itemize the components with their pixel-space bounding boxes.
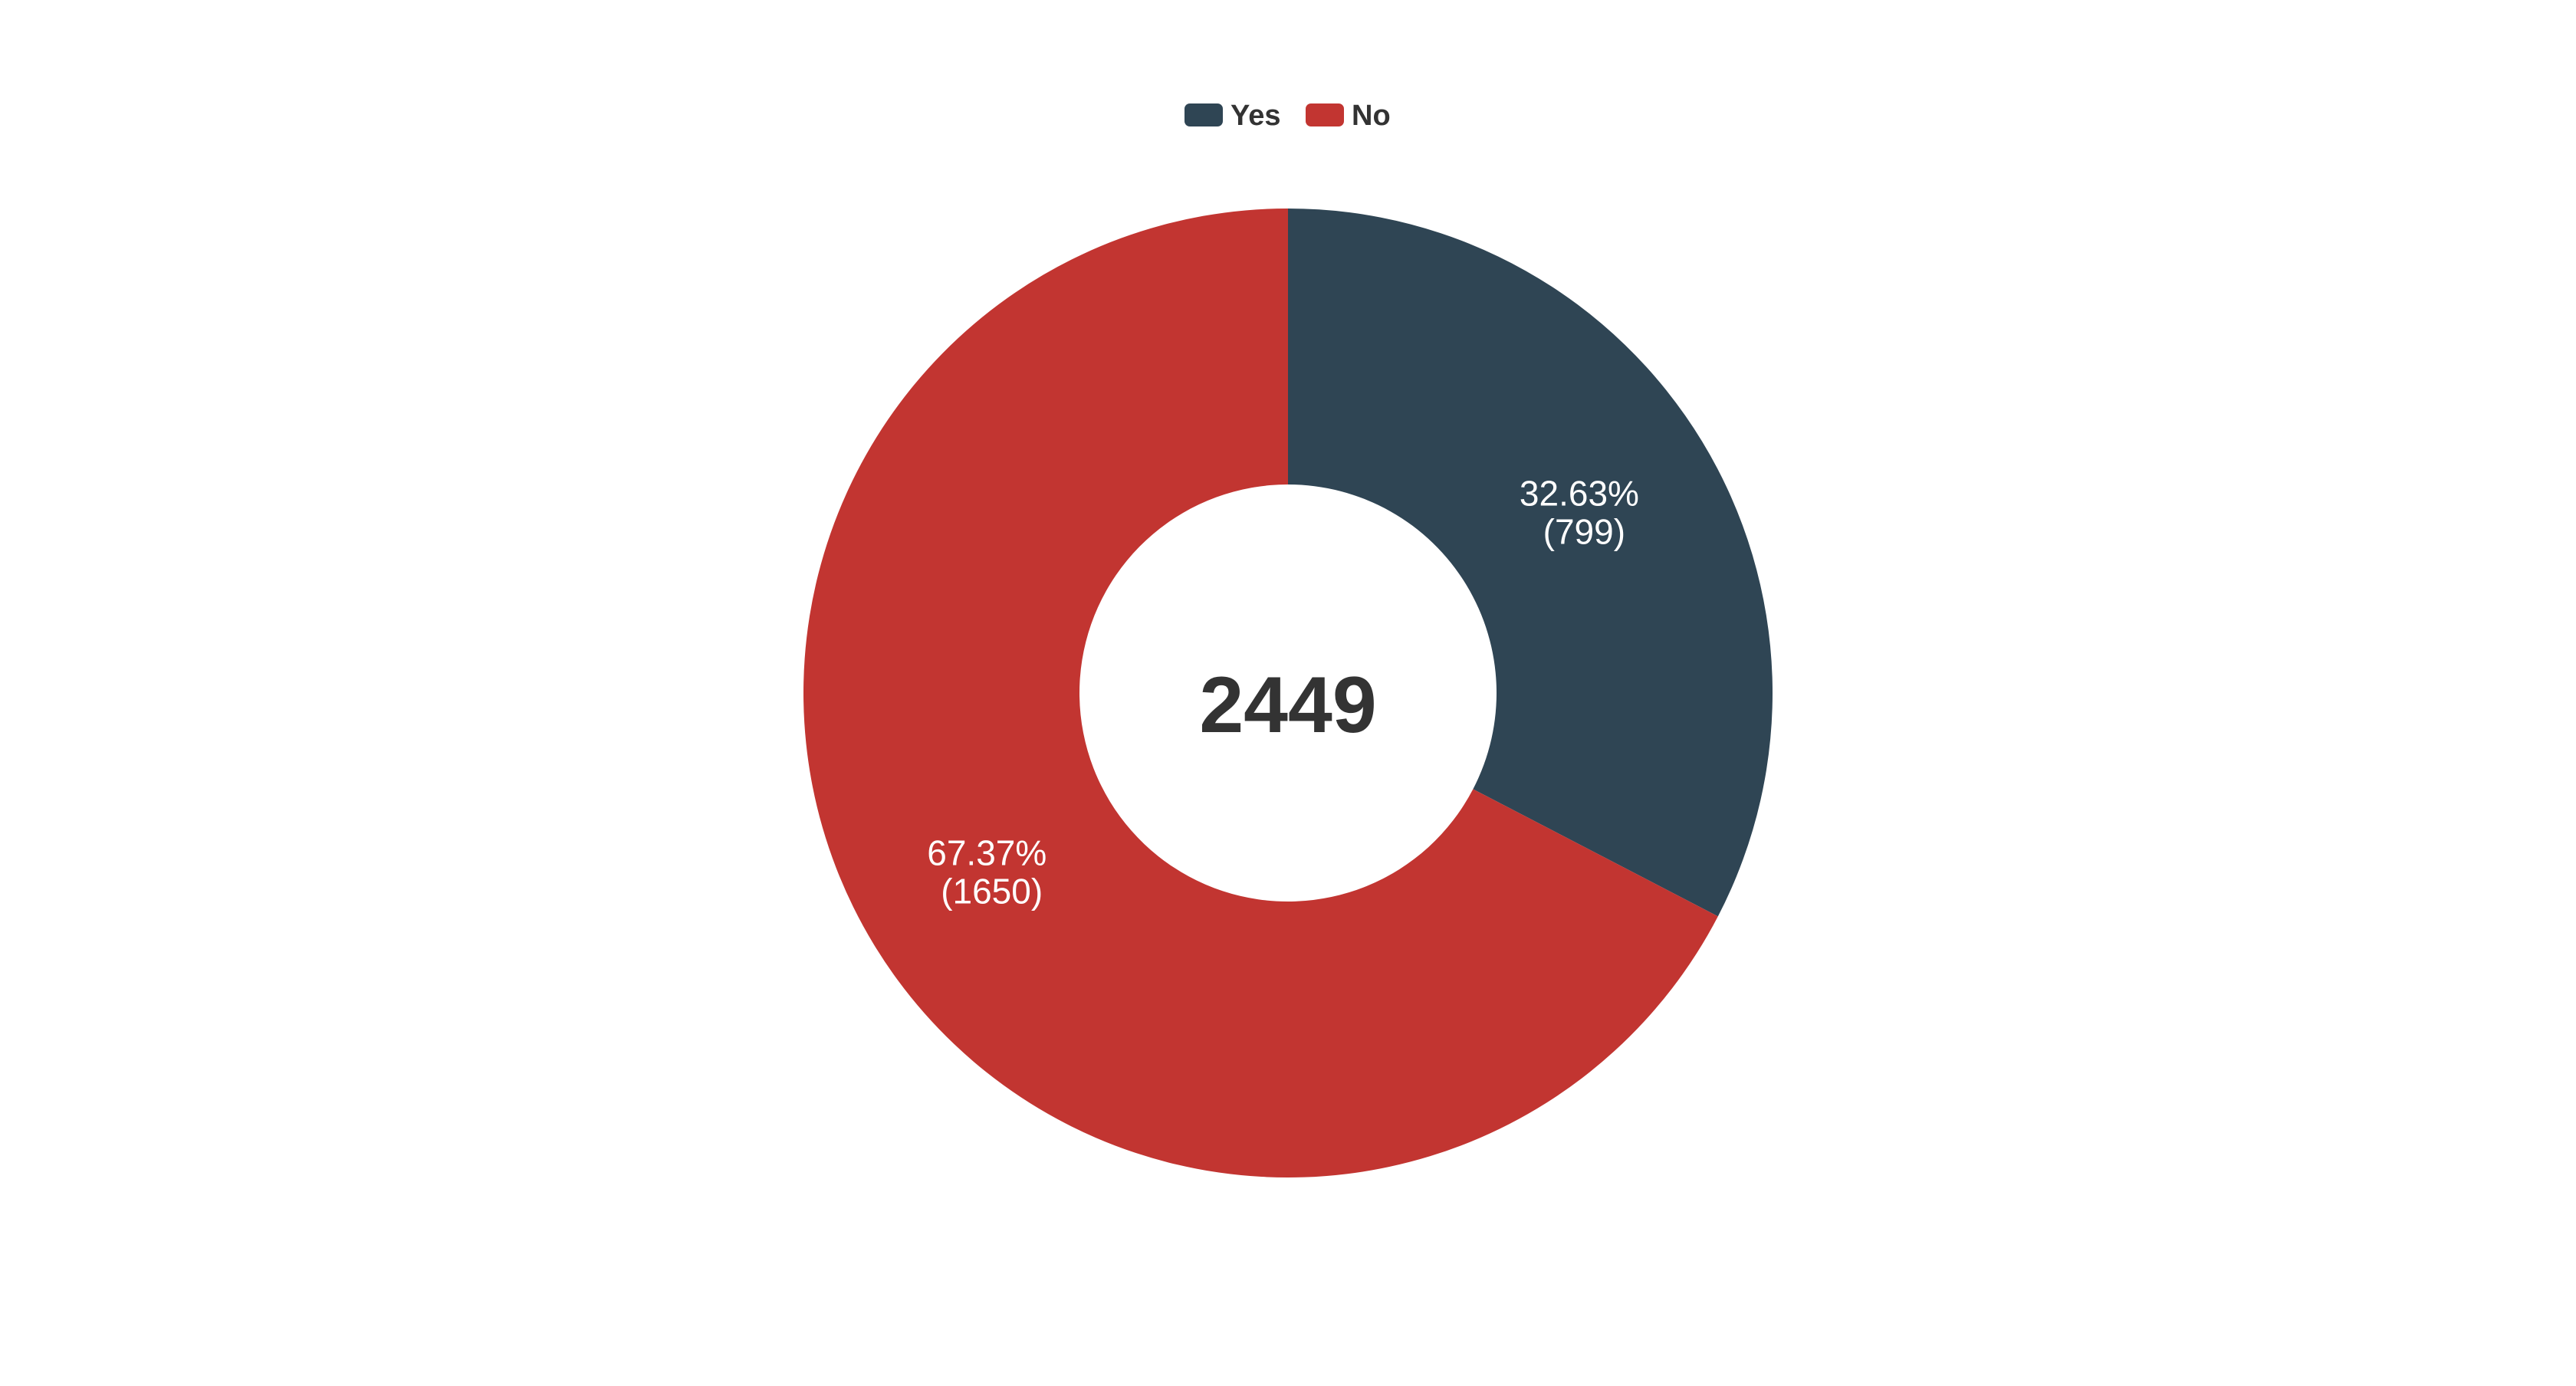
- legend-swatch-yes: [1184, 103, 1223, 126]
- center-total: 2449: [1199, 661, 1376, 750]
- slice-percent-yes: 32.63%: [1520, 473, 1639, 513]
- legend-item-yes[interactable]: Yes: [1184, 100, 1281, 132]
- legend: Yes No: [1184, 100, 1391, 132]
- legend-swatch-no: [1306, 103, 1344, 126]
- slice-count-no: (1650): [941, 872, 1043, 911]
- slices: [803, 209, 1773, 1177]
- slice-labels: 32.63% (799) 67.37% (1650): [927, 473, 1649, 911]
- legend-item-no[interactable]: No: [1306, 100, 1391, 132]
- legend-label-yes: Yes: [1230, 100, 1281, 132]
- slice-count-yes: (799): [1543, 511, 1625, 551]
- slice-percent-no: 67.37%: [927, 833, 1046, 873]
- slice-no[interactable]: [803, 209, 1718, 1177]
- legend-label-no: No: [1352, 100, 1391, 132]
- slice-label-no: 67.37% (1650): [927, 833, 1056, 911]
- slice-yes[interactable]: [1288, 209, 1773, 917]
- slice-label-yes: 32.63% (799): [1520, 473, 1649, 551]
